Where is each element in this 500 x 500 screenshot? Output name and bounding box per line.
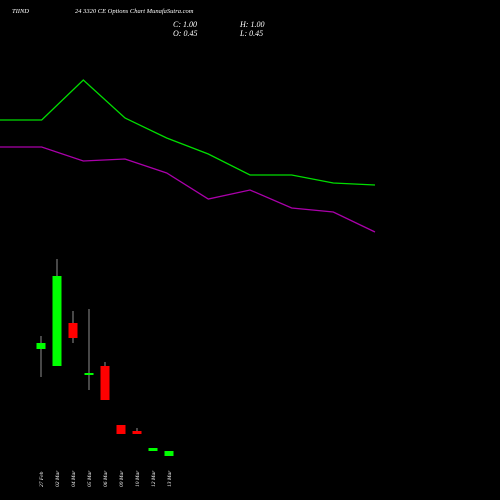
x-tick-label: 10 Mar <box>135 470 141 487</box>
stat: L: 0.45 <box>239 29 263 38</box>
x-tick-label: 09 Mar <box>119 470 125 487</box>
candle-body <box>36 343 46 349</box>
stat: H: 1.00 <box>239 20 264 29</box>
line-series <box>0 79 376 186</box>
line-series <box>0 146 376 233</box>
candle-body <box>116 425 126 434</box>
chart-subtitle: 24 3320 CE Options Chart MunafaSutra.com <box>75 8 194 15</box>
x-tick-label: 05 Mar <box>87 470 93 487</box>
candle-body <box>132 431 142 434</box>
chart-title: TIIND <box>12 8 29 15</box>
stat: O: 0.45 <box>173 29 197 38</box>
candle-body <box>68 323 78 338</box>
candle-body <box>164 451 174 456</box>
x-tick-label: 12 Mar <box>151 470 157 487</box>
candle-body <box>100 366 110 400</box>
candle-body <box>52 276 62 366</box>
x-tick-label: 06 Mar <box>103 470 109 487</box>
x-tick-label: 13 Mar <box>167 470 173 487</box>
x-tick-label: 02 Mar <box>55 470 61 487</box>
stat: C: 1.00 <box>173 20 197 29</box>
candle-body <box>148 448 158 451</box>
candle-body <box>84 373 94 375</box>
x-tick-label: 04 Mar <box>70 470 77 487</box>
x-tick-label: 27 Feb <box>39 471 45 487</box>
